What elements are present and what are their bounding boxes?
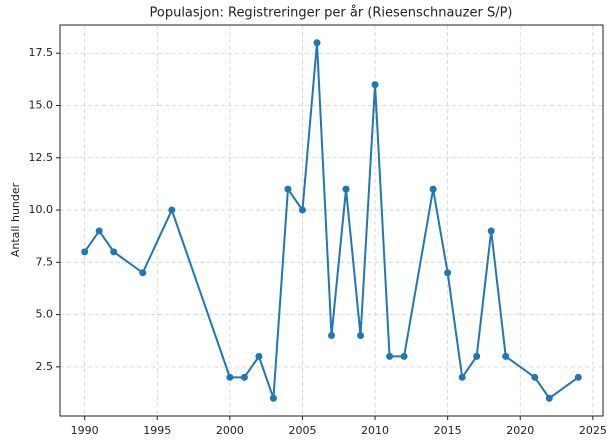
point [95, 227, 103, 235]
y-tick-label: 10.0 [29, 203, 54, 216]
y-tick-label: 17.5 [29, 46, 54, 59]
point [429, 185, 437, 193]
x-tick-label: 2015 [434, 424, 462, 437]
point [531, 373, 539, 381]
point [473, 352, 481, 360]
point [444, 269, 452, 277]
y-tick-label: 5.0 [36, 308, 54, 321]
line [83, 42, 579, 400]
point [168, 206, 176, 214]
y-tick-label: 15.0 [29, 99, 54, 112]
point [487, 227, 495, 235]
point [400, 352, 408, 360]
x-tick-label: 2025 [579, 424, 607, 437]
point [298, 206, 306, 214]
x-tick-label: 2020 [506, 424, 534, 437]
x-tick-label: 2005 [288, 424, 316, 437]
point [357, 332, 365, 339]
y-tick-label: 7.5 [36, 255, 54, 268]
plot-frame [59, 24, 604, 417]
point [502, 352, 510, 360]
point [574, 373, 582, 381]
point [342, 185, 350, 193]
point [269, 394, 277, 402]
y-axis-label: Antall hunder [9, 182, 22, 257]
x-tick-label: 1995 [143, 424, 171, 437]
x-tick-label: 1990 [71, 424, 99, 437]
point [545, 394, 553, 402]
y-tick-label: 2.5 [36, 360, 54, 373]
point [110, 248, 118, 256]
point [386, 352, 394, 360]
point [284, 185, 292, 193]
point [240, 373, 248, 381]
point [139, 269, 147, 277]
x-tick-label: 2010 [361, 424, 389, 437]
point [328, 332, 335, 339]
point [458, 373, 466, 381]
y-tick-label: 12.5 [29, 151, 54, 164]
chart-title: Populasjon: Registreringer per år (Riese… [150, 6, 513, 21]
point [255, 352, 263, 360]
point [313, 39, 321, 47]
point [226, 373, 234, 381]
point [81, 248, 89, 256]
point [371, 81, 379, 89]
x-tick-label: 2000 [216, 424, 244, 437]
